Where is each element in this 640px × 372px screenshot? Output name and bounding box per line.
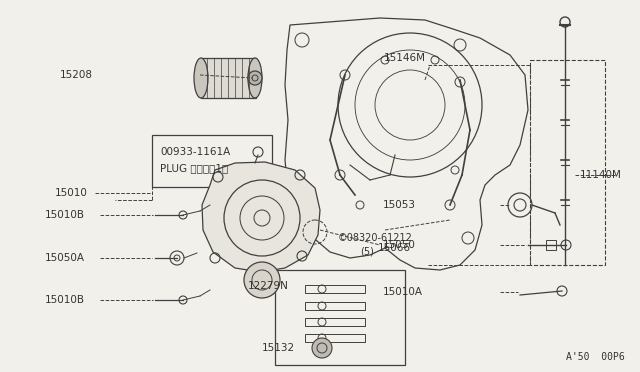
Ellipse shape — [248, 58, 262, 98]
Bar — [152, 135, 272, 187]
Text: 15066: 15066 — [378, 243, 411, 253]
Circle shape — [248, 71, 262, 85]
Text: 15053: 15053 — [383, 200, 416, 210]
Bar — [305, 302, 365, 310]
Text: 15208: 15208 — [60, 70, 93, 80]
Text: 15010B: 15010B — [45, 295, 85, 305]
Ellipse shape — [194, 58, 208, 98]
Bar — [305, 318, 365, 326]
Text: 15050: 15050 — [383, 240, 416, 250]
Text: 15146M: 15146M — [384, 53, 426, 63]
Bar — [305, 285, 365, 293]
Circle shape — [312, 338, 332, 358]
Text: PLUG プラグ（1）: PLUG プラグ（1） — [160, 163, 228, 173]
Text: 15010B: 15010B — [45, 210, 85, 220]
Text: 15010: 15010 — [55, 188, 88, 198]
Text: 12279N: 12279N — [248, 281, 289, 291]
Bar — [275, 270, 405, 365]
Text: A'50  00P6: A'50 00P6 — [566, 352, 625, 362]
Text: 11140M: 11140M — [580, 170, 622, 180]
Polygon shape — [202, 162, 320, 272]
Text: 15132: 15132 — [262, 343, 295, 353]
Bar — [305, 334, 365, 342]
Circle shape — [244, 262, 280, 298]
Bar — [201, 58, 256, 98]
Bar — [546, 240, 556, 250]
Text: 15010A: 15010A — [383, 287, 423, 297]
Text: 15050A: 15050A — [45, 253, 85, 263]
Text: (5): (5) — [360, 247, 374, 257]
Bar — [530, 60, 605, 265]
Text: 00933-1161A: 00933-1161A — [160, 147, 230, 157]
Text: ©08320-61212: ©08320-61212 — [338, 233, 413, 243]
